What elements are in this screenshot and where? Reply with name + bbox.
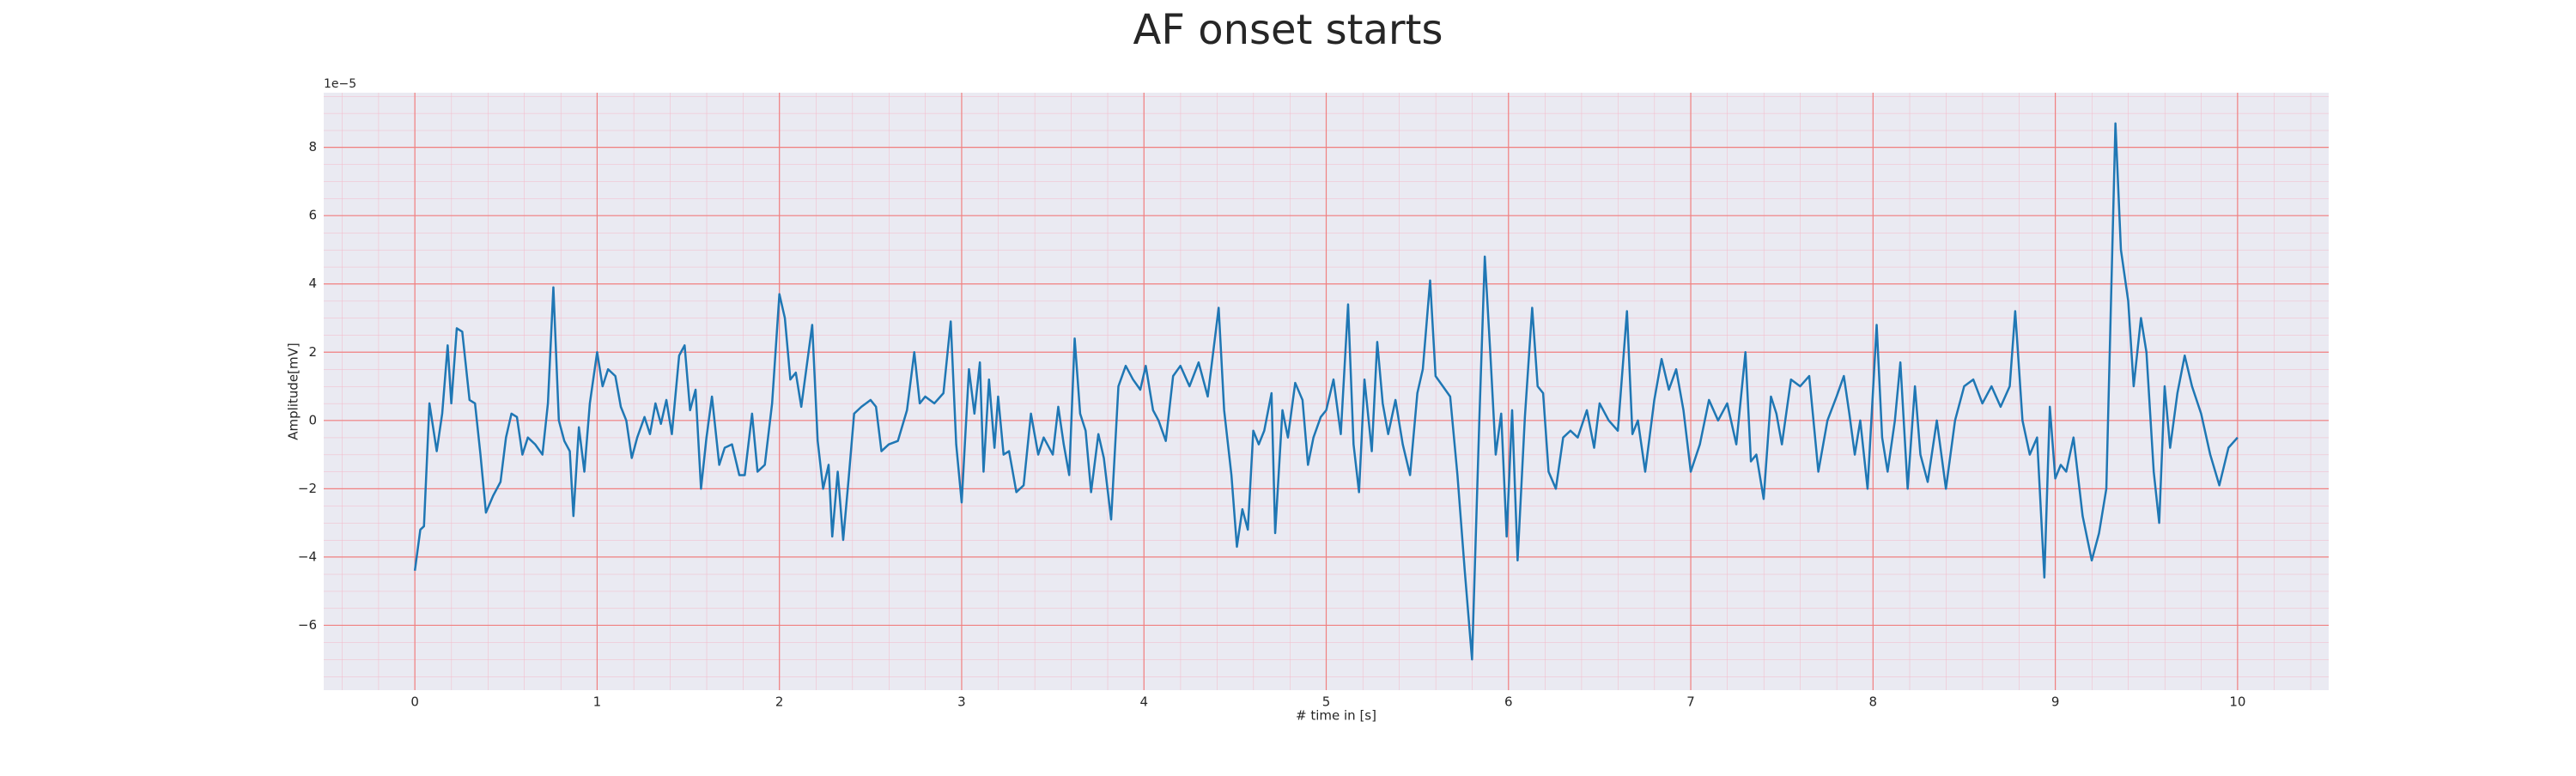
y-axis-label: Amplitude[mV] (286, 343, 301, 440)
y-tick-label: −6 (298, 617, 317, 633)
y-tick-label: 2 (308, 344, 317, 360)
y-tick-label: 8 (308, 139, 317, 155)
signal-line (413, 122, 2239, 661)
x-tick-label: 7 (1686, 694, 1695, 710)
x-tick-label: 9 (2051, 694, 2060, 710)
x-tick-label: 2 (775, 694, 784, 710)
x-tick-label: 8 (1869, 694, 1878, 710)
x-tick-label: 5 (1322, 694, 1331, 710)
x-tick-label: 1 (593, 694, 602, 710)
x-tick-label: 4 (1139, 694, 1148, 710)
y-tick-label: 0 (308, 412, 317, 427)
x-axis-label: # time in [s] (1296, 708, 1376, 724)
chart-title: AF onset starts (1133, 6, 1443, 54)
y-tick-label: 4 (308, 276, 317, 291)
y-tick-label: −2 (298, 481, 317, 496)
y-tick-label: 6 (308, 208, 317, 223)
x-tick-label: 0 (410, 694, 419, 710)
y-tick-label: −4 (298, 549, 317, 564)
x-tick-label: 3 (957, 694, 966, 710)
offset-label: 1e−5 (324, 77, 356, 91)
x-tick-label: 10 (2229, 694, 2245, 710)
x-tick-label: 6 (1504, 694, 1513, 710)
